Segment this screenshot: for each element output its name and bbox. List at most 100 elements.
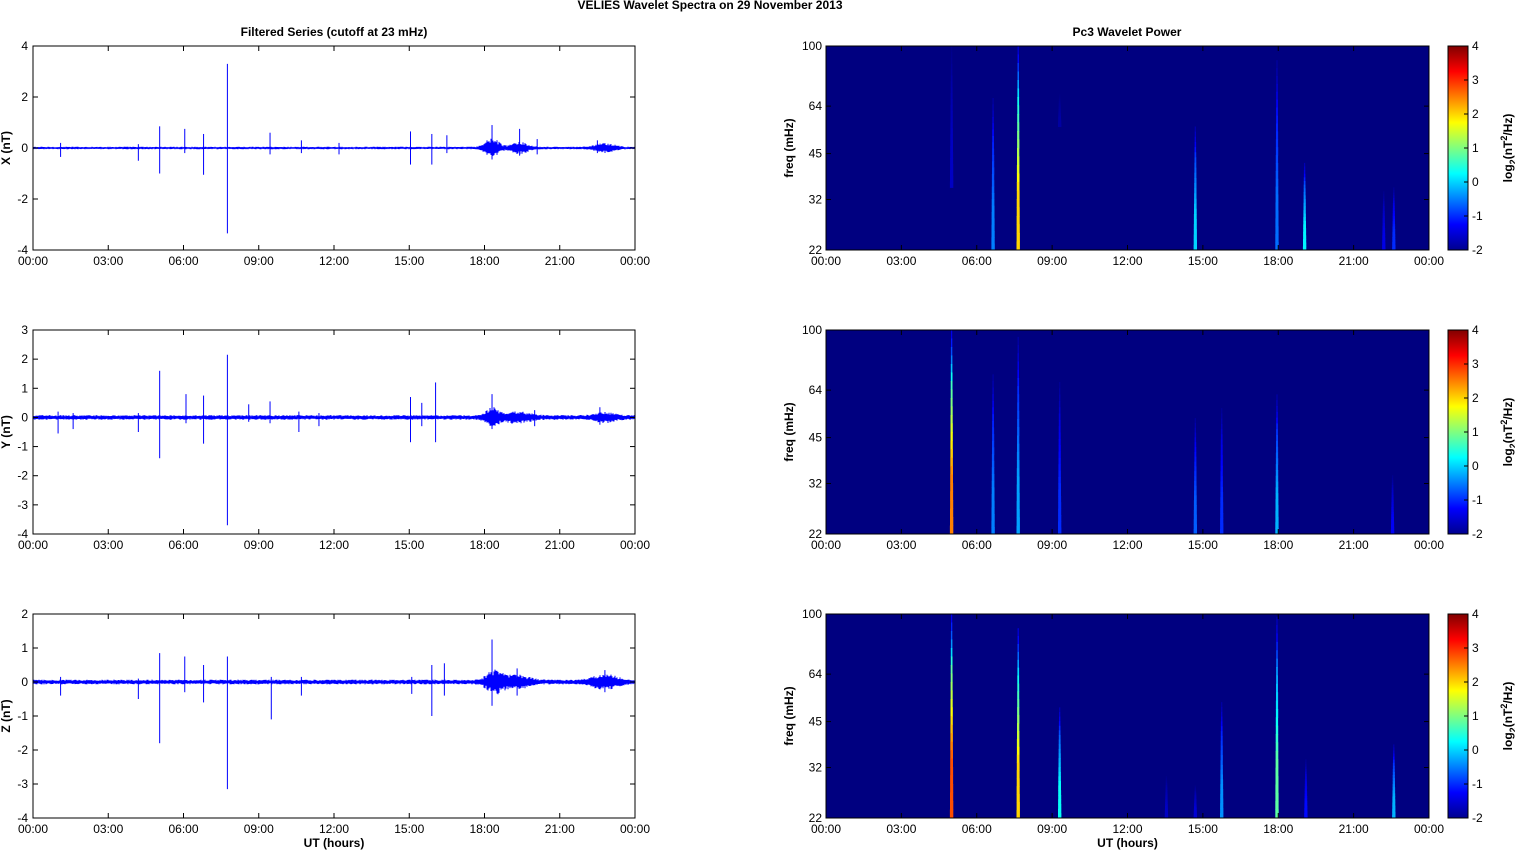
streak-segment <box>1194 790 1197 793</box>
streak-segment <box>1391 524 1395 527</box>
streak-segment <box>1392 762 1395 767</box>
streak-segment <box>1220 429 1223 435</box>
streak-segment <box>1392 799 1396 804</box>
streak-segment <box>1016 778 1020 787</box>
streak-segment <box>1303 170 1306 175</box>
streak-segment <box>1017 651 1019 661</box>
streak-segment <box>1275 178 1279 188</box>
streak-segment <box>1275 147 1279 156</box>
streak-segment <box>1382 240 1386 243</box>
streak-segment <box>1220 789 1224 795</box>
streak-segment <box>1392 239 1396 243</box>
timeseries-panel-x: 420-2-400:00 03:00 06:00 09:00 12:00 15:00 18:… <box>0 39 650 268</box>
streak-segment <box>1391 487 1394 491</box>
x-tick-label: 00:00 <box>18 538 48 552</box>
colorbar-tick-label: 4 <box>1472 323 1479 337</box>
wavelet-streak <box>1275 616 1279 819</box>
streak-segment <box>1017 723 1020 732</box>
colorbar-label-part: log <box>1501 448 1515 466</box>
heatmap-background <box>826 46 1429 250</box>
streak-segment <box>1220 793 1224 800</box>
x-tick-label: 21:00 <box>1339 538 1369 552</box>
streak-segment <box>1194 136 1196 143</box>
x-tick-label: 15:00 <box>394 822 424 836</box>
streak-segment <box>1275 709 1279 718</box>
x-tick-label: 09:00 <box>1037 254 1067 268</box>
streak-segment <box>1304 786 1308 789</box>
streak-segment <box>1058 98 1061 100</box>
streak-segment <box>1303 221 1306 225</box>
wavelet-streak <box>1275 60 1279 251</box>
wavelet-streak <box>949 46 954 188</box>
streak-segment <box>1275 464 1279 471</box>
streak-segment <box>950 631 953 640</box>
streak-segment <box>1058 790 1062 796</box>
y-tick-label: 32 <box>809 761 823 775</box>
streak-segment <box>1194 485 1197 491</box>
streak-segment <box>1165 781 1168 784</box>
wavelet-streak <box>1193 418 1197 535</box>
streak-segment <box>1017 105 1020 115</box>
plot-area: 420-2-400:00 03:00 06:00 09:00 12:00 15:00 18:… <box>0 39 1515 850</box>
streak-segment <box>1016 738 1020 748</box>
streak-segment <box>950 122 953 129</box>
streak-segment <box>950 665 953 674</box>
x-tick-label: 09:00 <box>1037 538 1067 552</box>
streak-segment <box>1194 157 1197 163</box>
streak-segment <box>992 394 994 402</box>
x-tick-label: 06:00 <box>168 538 198 552</box>
streak-segment <box>1194 799 1197 801</box>
streak-segment <box>1165 778 1168 781</box>
streak-segment <box>1382 247 1386 251</box>
streak-segment <box>1382 210 1385 214</box>
streak-segment <box>1391 477 1394 481</box>
streak-segment <box>1017 131 1020 140</box>
streak-segment <box>1058 725 1061 731</box>
streak-segment <box>1194 461 1197 467</box>
streak-segment <box>1016 182 1020 191</box>
streak-segment <box>1275 528 1279 535</box>
y-tick-label: 0 <box>21 675 28 689</box>
streak-segment <box>1382 242 1386 246</box>
streak-segment <box>991 500 995 508</box>
streak-segment <box>1304 781 1307 785</box>
streak-segment <box>1164 809 1168 812</box>
streak-segment <box>1393 747 1395 751</box>
streak-segment <box>950 163 954 171</box>
streak-segment <box>1391 497 1394 501</box>
colorbar-tick-label: -1 <box>1472 777 1483 791</box>
streak-segment <box>1058 781 1061 787</box>
streak-segment <box>1275 242 1279 251</box>
streak-segment <box>1303 231 1307 236</box>
streak-segment <box>1058 401 1061 408</box>
y-tick-label: -3 <box>17 777 28 791</box>
streak-segment <box>1058 100 1061 103</box>
streak-segment <box>1393 753 1395 758</box>
panel-background <box>33 614 635 818</box>
streak-segment <box>1058 413 1061 421</box>
streak-segment <box>1016 241 1020 251</box>
streak-segment <box>1059 394 1061 402</box>
streak-segment <box>1220 486 1223 493</box>
streak-segment <box>1275 186 1279 195</box>
streak-segment <box>1393 759 1395 764</box>
streak-segment <box>1303 228 1307 233</box>
streak-segment <box>1392 208 1395 212</box>
streak-segment <box>950 733 953 742</box>
streak-segment <box>1194 418 1196 424</box>
streak-segment <box>1017 659 1019 669</box>
streak-segment <box>992 380 994 388</box>
streak-segment <box>1165 784 1168 787</box>
streak-segment <box>1391 512 1394 515</box>
streak-segment <box>1275 499 1279 506</box>
streak-segment <box>1165 807 1168 810</box>
x-tick-label: 09:00 <box>244 538 274 552</box>
streak-segment <box>1392 213 1395 217</box>
wavelet-streak <box>1392 744 1396 819</box>
streak-segment <box>1393 187 1395 191</box>
streak-segment <box>1275 725 1279 735</box>
streak-segment <box>991 514 995 522</box>
streak-segment <box>950 158 954 165</box>
